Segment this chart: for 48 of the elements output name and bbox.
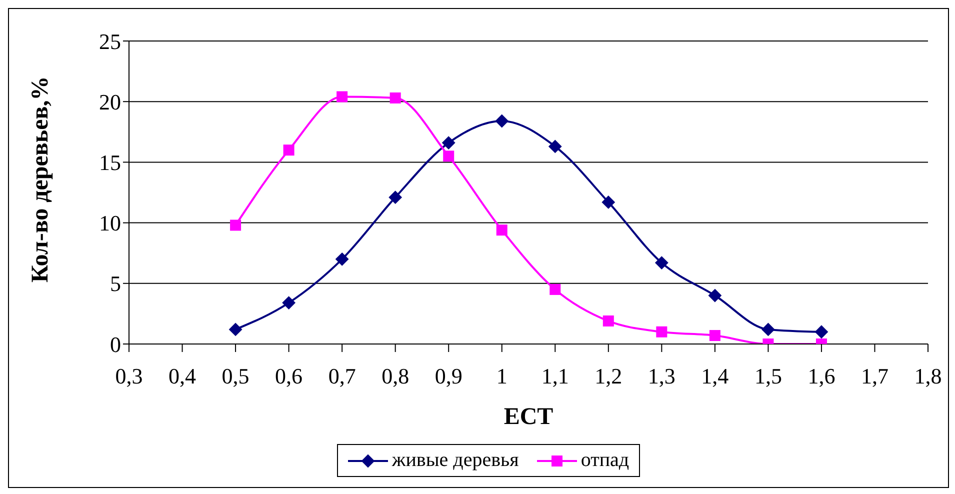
point (282, 296, 296, 310)
x-tick-label: 0,5 (222, 364, 250, 389)
y-tick-label: 15 (99, 150, 121, 176)
x-tick-label: 1,8 (914, 364, 942, 389)
y-axis-title: Кол-во деревьев,% (28, 76, 54, 282)
y-tick-label: 20 (99, 89, 121, 114)
x-tick-label: 1,2 (594, 364, 622, 389)
y-tick-label: 10 (99, 210, 121, 236)
point (388, 190, 402, 204)
point (442, 136, 456, 150)
x-axis-title: ЕСТ (504, 404, 554, 430)
point (708, 289, 722, 302)
point (656, 326, 668, 338)
point (443, 150, 454, 162)
x-tick-label: 1,4 (701, 364, 729, 389)
x-tick-label: 1 (496, 364, 508, 389)
legend-label: живые деревья (392, 449, 519, 472)
x-tick-label: 0,4 (168, 364, 196, 389)
point (655, 256, 668, 270)
x-tick-label: 0,8 (382, 364, 410, 389)
x-tick-label: 1,1 (541, 364, 569, 389)
point (814, 325, 828, 338)
point (602, 315, 614, 326)
x-tick-label: 0,7 (328, 364, 356, 389)
point (336, 91, 348, 102)
point (550, 284, 561, 295)
x-tick-label: 0,6 (275, 364, 303, 389)
point (495, 114, 508, 128)
y-tick-label: 0 (110, 332, 121, 357)
point (762, 322, 775, 336)
x-tick-label: 1,3 (648, 364, 676, 389)
point (496, 224, 508, 236)
point (336, 252, 349, 266)
x-tick-label: 0,3 (115, 364, 143, 389)
point (602, 196, 615, 209)
point (230, 220, 242, 231)
y-tick-label: 5 (110, 271, 121, 296)
point (709, 330, 720, 342)
point (548, 140, 562, 153)
x-tick-label: 1,7 (860, 364, 888, 389)
x-tick-label: 0,9 (434, 364, 462, 389)
point (229, 322, 242, 336)
point (390, 92, 401, 104)
x-tick-label: 1,6 (808, 364, 836, 389)
y-tick-label: 25 (99, 28, 121, 54)
point (283, 144, 294, 156)
x-tick-label: 1,5 (754, 364, 782, 389)
legend-label: отпад (580, 449, 630, 472)
